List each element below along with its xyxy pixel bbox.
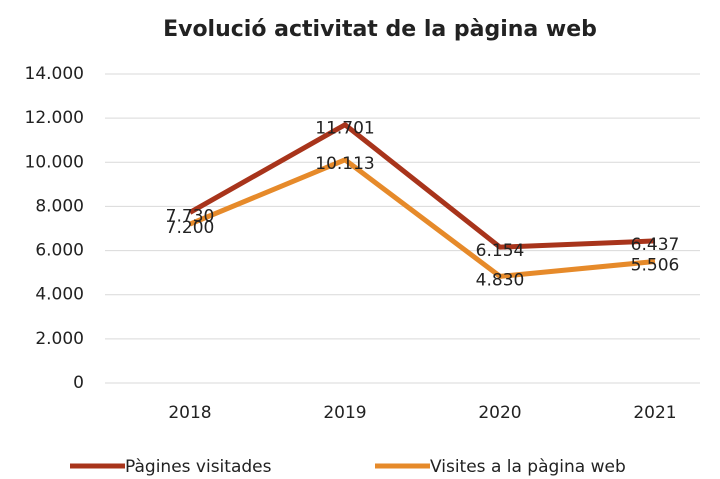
chart-title: Evolució activitat de la pàgina web [163,17,597,42]
data-label: 4.830 [476,270,525,290]
x-tick-label: 2020 [478,403,521,423]
line [189,157,656,279]
x-tick-label: 2018 [168,403,211,423]
data-label: 11.701 [315,119,374,139]
y-tick-label: 4.000 [35,285,84,305]
y-tick-label: 6.000 [35,241,84,261]
data-label: 10.113 [315,154,374,174]
data-label: 6.437 [631,235,680,255]
y-tick-label: 10.000 [25,152,84,172]
y-tick-label: 8.000 [35,196,84,216]
y-tick-label: 12.000 [25,108,84,128]
data-label: 7.200 [166,218,215,238]
x-tick-label: 2021 [633,403,676,423]
data-label: 5.506 [631,255,680,275]
y-tick-label: 2.000 [35,329,84,349]
y-tick-label: 14.000 [25,64,84,84]
line [188,122,656,250]
y-tick-label: 0 [73,373,84,393]
legend-label: Visites a la pàgina web [430,457,626,477]
legend-label: Pàgines visitades [125,457,272,477]
data-label: 7.730 [166,206,215,226]
x-tick-label: 2019 [323,403,366,423]
data-label: 6.154 [476,241,525,261]
